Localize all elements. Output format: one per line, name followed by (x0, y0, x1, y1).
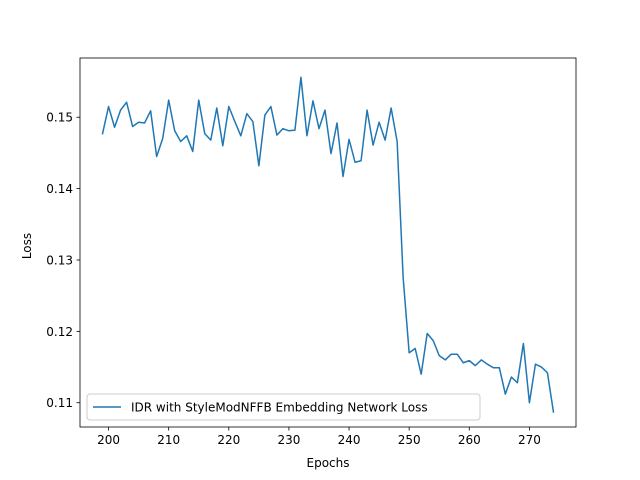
x-tick-label: 260 (458, 433, 481, 447)
series-line-0 (101, 76, 555, 413)
x-axis-ticks: 200 210 220 230 240 250 260 270 (97, 427, 541, 447)
y-axis-ticks: 0.11 0.12 0.13 0.14 0.15 (46, 111, 80, 410)
x-tick-label: 250 (398, 433, 421, 447)
y-axis-label: Loss (20, 233, 34, 259)
x-tick-label: 210 (157, 433, 180, 447)
x-tick-label: 220 (217, 433, 240, 447)
legend: IDR with StyleModNFFB Embedding Network … (86, 393, 481, 421)
y-tick-label: 0.14 (46, 182, 73, 196)
legend-label: IDR with StyleModNFFB Embedding Network … (131, 401, 428, 415)
x-tick-label: 240 (338, 433, 361, 447)
y-tick-label: 0.11 (46, 396, 73, 410)
y-tick-label: 0.12 (46, 325, 73, 339)
legend-box (86, 393, 481, 421)
axes-frame (79, 57, 577, 428)
y-tick-label: 0.13 (46, 253, 73, 267)
x-tick-label: 200 (97, 433, 120, 447)
x-tick-label: 230 (277, 433, 300, 447)
y-tick-label: 0.15 (46, 111, 73, 125)
x-tick-label: 270 (518, 433, 541, 447)
plot-area (79, 57, 577, 428)
x-axis-label: Epochs (307, 456, 350, 470)
